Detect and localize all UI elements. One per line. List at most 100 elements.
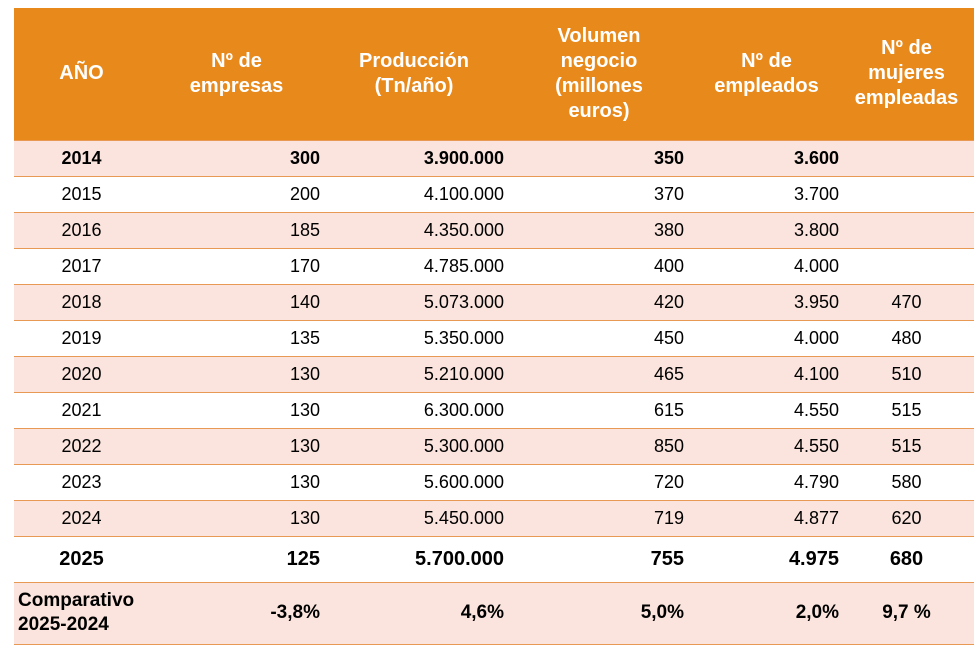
header-volumen: Volumen negocio (millones euros) — [504, 8, 694, 140]
table-row: 2014 300 3.900.000 350 3.600 — [14, 139, 974, 177]
header-mujeres: Nº de mujeres empleadas — [839, 8, 974, 140]
cell-mujeres: 580 — [839, 463, 974, 501]
cell-volumen: 400 — [504, 247, 694, 285]
cell-mujeres: 470 — [839, 283, 974, 321]
table-row: 2022 130 5.300.000 850 4.550 515 — [14, 427, 974, 465]
table-row: 2024 130 5.450.000 719 4.877 620 — [14, 499, 974, 537]
table-row: 2023 130 5.600.000 720 4.790 580 — [14, 463, 974, 501]
cell-empleados: 3.600 — [694, 139, 839, 177]
header-empresas: Nº de empresas — [149, 8, 324, 140]
cell-empresas: 130 — [149, 355, 324, 393]
cell-empresas: -3,8% — [149, 581, 324, 645]
cell-produccion: 5.210.000 — [324, 355, 504, 393]
cell-empresas: 130 — [149, 463, 324, 501]
cell-year: 2022 — [14, 427, 149, 465]
cell-empleados: 4.000 — [694, 319, 839, 357]
cell-year: 2015 — [14, 175, 149, 213]
table-row: 2018 140 5.073.000 420 3.950 470 — [14, 283, 974, 321]
cell-mujeres: 480 — [839, 319, 974, 357]
cell-produccion: 5.073.000 — [324, 283, 504, 321]
cell-mujeres — [839, 175, 974, 213]
cell-mujeres — [839, 139, 974, 177]
table-row: 2019 135 5.350.000 450 4.000 480 — [14, 319, 974, 357]
table-row: 2015 200 4.100.000 370 3.700 — [14, 175, 974, 213]
cell-volumen: 380 — [504, 211, 694, 249]
cell-produccion: 4.785.000 — [324, 247, 504, 285]
cell-year: 2018 — [14, 283, 149, 321]
cell-year: 2021 — [14, 391, 149, 429]
header-produccion: Producción (Tn/año) — [324, 8, 504, 140]
header-row: AÑO Nº de empresas Producción (Tn/año) V… — [14, 8, 974, 140]
cell-empleados: 4.975 — [694, 535, 839, 583]
header-empleados: Nº de empleados — [694, 8, 839, 140]
cell-mujeres — [839, 211, 974, 249]
table-row: 2020 130 5.210.000 465 4.100 510 — [14, 355, 974, 393]
cell-comparativo-label: Comparativo 2025-2024 — [14, 581, 149, 645]
cell-produccion: 5.350.000 — [324, 319, 504, 357]
cell-empleados: 2,0% — [694, 581, 839, 645]
cell-year: 2014 — [14, 139, 149, 177]
cell-volumen: 5,0% — [504, 581, 694, 645]
table-body: 2014 300 3.900.000 350 3.600 2015 200 4.100.000… — [14, 139, 974, 645]
cell-volumen: 420 — [504, 283, 694, 321]
cell-empleados: 3.800 — [694, 211, 839, 249]
cell-volumen: 450 — [504, 319, 694, 357]
cell-empleados: 4.790 — [694, 463, 839, 501]
comparativo-row: Comparativo 2025-2024 -3,8% 4,6% 5,0% 2,… — [14, 581, 974, 645]
cell-volumen: 350 — [504, 139, 694, 177]
cell-empresas: 135 — [149, 319, 324, 357]
cell-year: 2019 — [14, 319, 149, 357]
cell-mujeres: 9,7 % — [839, 581, 974, 645]
table-row: 2016 185 4.350.000 380 3.800 — [14, 211, 974, 249]
cell-empresas: 300 — [149, 139, 324, 177]
cell-produccion: 3.900.000 — [324, 139, 504, 177]
cell-empresas: 185 — [149, 211, 324, 249]
cell-volumen: 370 — [504, 175, 694, 213]
cell-empresas: 170 — [149, 247, 324, 285]
cell-empleados: 4.877 — [694, 499, 839, 537]
cell-empleados: 4.550 — [694, 427, 839, 465]
cell-mujeres: 515 — [839, 427, 974, 465]
cell-year: 2016 — [14, 211, 149, 249]
cell-year: 2024 — [14, 499, 149, 537]
cell-year: 2023 — [14, 463, 149, 501]
cell-mujeres — [839, 247, 974, 285]
cell-mujeres: 510 — [839, 355, 974, 393]
cell-empresas: 140 — [149, 283, 324, 321]
cell-produccion: 4,6% — [324, 581, 504, 645]
cell-empresas: 125 — [149, 535, 324, 583]
cell-empresas: 200 — [149, 175, 324, 213]
cell-volumen: 755 — [504, 535, 694, 583]
cell-empleados: 4.000 — [694, 247, 839, 285]
cell-mujeres: 515 — [839, 391, 974, 429]
cell-produccion: 5.700.000 — [324, 535, 504, 583]
cell-year: 2020 — [14, 355, 149, 393]
cell-year: 2025 — [14, 535, 149, 583]
table-row: 2021 130 6.300.000 615 4.550 515 — [14, 391, 974, 429]
cell-produccion: 5.300.000 — [324, 427, 504, 465]
table-header: AÑO Nº de empresas Producción (Tn/año) V… — [14, 8, 974, 140]
cell-year: 2017 — [14, 247, 149, 285]
cell-volumen: 465 — [504, 355, 694, 393]
cell-mujeres: 680 — [839, 535, 974, 583]
cell-produccion: 4.350.000 — [324, 211, 504, 249]
cell-produccion: 5.450.000 — [324, 499, 504, 537]
header-ano: AÑO — [14, 8, 149, 140]
cell-empresas: 130 — [149, 499, 324, 537]
cell-empleados: 3.700 — [694, 175, 839, 213]
cell-empleados: 3.950 — [694, 283, 839, 321]
cell-empresas: 130 — [149, 427, 324, 465]
cell-produccion: 6.300.000 — [324, 391, 504, 429]
cell-empleados: 4.550 — [694, 391, 839, 429]
cell-volumen: 720 — [504, 463, 694, 501]
cell-volumen: 850 — [504, 427, 694, 465]
cell-empresas: 130 — [149, 391, 324, 429]
cell-produccion: 5.600.000 — [324, 463, 504, 501]
cell-volumen: 719 — [504, 499, 694, 537]
total-row: 2025 125 5.700.000 755 4.975 680 — [14, 535, 974, 583]
cell-empleados: 4.100 — [694, 355, 839, 393]
data-table: AÑO Nº de empresas Producción (Tn/año) V… — [14, 8, 974, 645]
table-row: 2017 170 4.785.000 400 4.000 — [14, 247, 974, 285]
cell-mujeres: 620 — [839, 499, 974, 537]
